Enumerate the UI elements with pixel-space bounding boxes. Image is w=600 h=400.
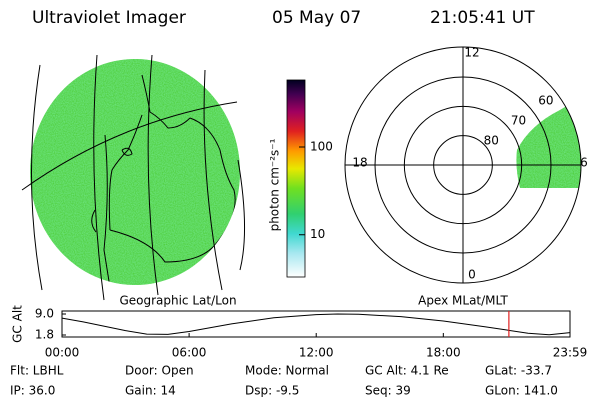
altitude-ylabel: GC Alt xyxy=(11,305,25,343)
geo-label: Geographic Lat/Lon xyxy=(119,294,236,308)
status-field: Gain: 14 xyxy=(125,384,176,398)
colorbar-tick-label: 100 xyxy=(310,139,333,153)
polar-lat-label: 70 xyxy=(511,114,526,128)
status-field: GLat: -33.7 xyxy=(485,364,552,378)
colorbar-label: photon cm⁻²s⁻¹ xyxy=(268,138,282,231)
polar-mlt-label: 6 xyxy=(580,156,588,170)
x-tick-label: 00:00 xyxy=(45,346,80,360)
x-tick-label: 18:00 xyxy=(426,346,461,360)
x-tick-label: 06:00 xyxy=(172,346,207,360)
title: Ultraviolet Imager xyxy=(32,8,186,28)
polar-mlt-label: 18 xyxy=(352,156,367,170)
status-field: Dsp: -9.5 xyxy=(245,384,299,398)
colorbar-tick-label: 10 xyxy=(310,227,325,241)
x-tick-label: 12:00 xyxy=(299,346,334,360)
status-field: GLon: 141.0 xyxy=(485,384,558,398)
status-field: Mode: Normal xyxy=(245,364,329,378)
geo-image xyxy=(21,54,246,301)
status-field: GC Alt: 4.1 Re xyxy=(365,364,449,378)
status-field: Door: Open xyxy=(125,364,194,378)
time: 21:05:41 UT xyxy=(430,8,535,28)
polar-image xyxy=(516,95,581,188)
colorbar xyxy=(286,79,306,278)
x-tick-label: 23:59 xyxy=(553,346,588,360)
status-field: IP: 36.0 xyxy=(10,384,55,398)
altitude-curve xyxy=(61,313,571,336)
polar-mlt-label: 0 xyxy=(468,268,476,282)
status-field: Seq: 39 xyxy=(365,384,411,398)
polar-lat-label: 80 xyxy=(484,134,499,148)
polar-lat-label: 60 xyxy=(538,94,553,108)
y-tick-label: 9.0 xyxy=(35,307,54,321)
date: 05 May 07 xyxy=(272,8,361,28)
y-tick-label: 1.8 xyxy=(35,328,54,342)
polar-label: Apex MLat/MLT xyxy=(418,294,508,308)
status-field: Flt: LBHL xyxy=(10,364,64,378)
polar-mlt-label: 12 xyxy=(464,46,479,60)
